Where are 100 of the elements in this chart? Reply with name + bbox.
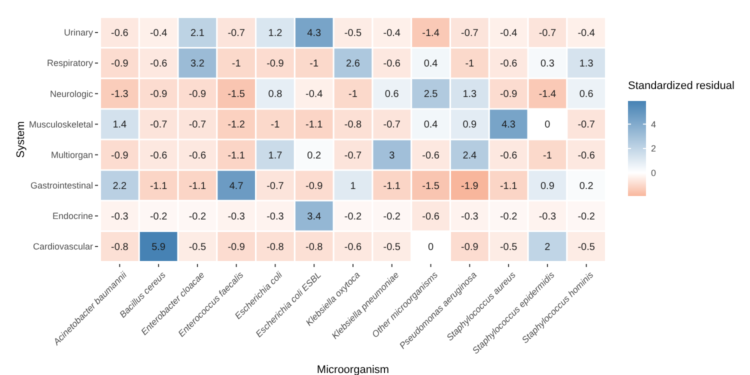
y-tick-label: Neurologic [50, 88, 94, 99]
data-label: -0.3 [538, 211, 556, 222]
data-label: -1.5 [228, 89, 246, 100]
data-label: -1 [232, 58, 242, 70]
data-label: -1.1 [188, 180, 206, 192]
data-label: -0.3 [111, 211, 129, 222]
data-label: -1.1 [305, 120, 324, 131]
data-label: 3.2 [190, 58, 205, 70]
data-label: -0.9 [461, 242, 479, 253]
data-label: -0.5 [500, 242, 518, 253]
y-tick-label: Respiratory [46, 58, 94, 68]
data-label: 1.3 [579, 58, 594, 70]
y-tick-label: Cardiovascular [32, 242, 93, 252]
data-label: -1.4 [538, 89, 556, 100]
color-bar-title: Standardized residual [628, 80, 734, 92]
data-label: -0.6 [422, 211, 440, 222]
data-label: -0.7 [461, 28, 479, 40]
x-axis-title: Microorganism [316, 364, 390, 375]
data-label: -0.6 [188, 150, 206, 162]
data-label: -0.4 [305, 89, 324, 100]
data-label: -1 [542, 150, 552, 162]
data-label: 0.4 [424, 58, 438, 70]
data-label: -0.7 [538, 28, 556, 40]
data-label: 3.4 [307, 211, 322, 222]
data-label: -0.5 [383, 242, 401, 253]
data-label: 5.9 [152, 242, 166, 253]
data-label: -0.2 [383, 211, 401, 222]
data-label: -1 [270, 120, 280, 131]
y-tick-label: Gastrointestinal [30, 180, 93, 190]
data-label: 0.4 [424, 120, 438, 131]
data-label: -0.9 [188, 89, 206, 100]
data-label: -0.9 [111, 58, 129, 70]
data-label: -0.6 [383, 58, 401, 70]
data-label: -0.4 [383, 28, 401, 40]
data-label: -1.1 [500, 180, 518, 192]
color-bar-label: 2 [651, 144, 656, 154]
data-label: -1 [310, 58, 319, 70]
data-label: -0.2 [344, 211, 362, 222]
data-label: 2.5 [424, 89, 438, 100]
data-label: -1.2 [228, 120, 246, 131]
data-label: 0 [544, 120, 551, 131]
data-label: -1 [465, 58, 475, 70]
data-label: -0.7 [578, 120, 596, 131]
data-label: -0.9 [150, 89, 168, 100]
data-label: -1 [348, 89, 358, 100]
data-label: -0.2 [150, 211, 168, 222]
data-label: -0.4 [578, 28, 596, 40]
data-label: -0.3 [461, 211, 479, 222]
data-label: -0.7 [150, 120, 168, 131]
color-bar-label: 4 [651, 119, 656, 130]
data-label: -1.5 [422, 180, 440, 192]
data-label: 0.6 [384, 89, 400, 100]
data-label: -0.2 [188, 211, 206, 222]
data-label: -0.6 [344, 242, 362, 253]
color-bar-label: 0 [651, 168, 656, 178]
y-tick-label: Urinary [64, 28, 94, 38]
data-label: 0.2 [579, 180, 594, 192]
data-label: -0.7 [266, 180, 284, 192]
y-tick-label: Multiorgan [50, 150, 93, 160]
data-label: 0.2 [307, 150, 322, 162]
data-label: 3 [389, 150, 396, 162]
data-label: -0.7 [344, 150, 362, 162]
data-label: -0.6 [150, 150, 168, 162]
data-label: -1.3 [111, 89, 129, 100]
data-label: 0.9 [462, 120, 478, 131]
data-label: -0.7 [188, 120, 206, 131]
data-label: -1.9 [461, 180, 479, 192]
data-label: -0.6 [500, 150, 518, 162]
data-label: 1 [350, 180, 356, 192]
data-label: -0.6 [111, 28, 129, 40]
data-label: -0.2 [578, 211, 596, 222]
data-label: 1.4 [112, 120, 128, 131]
data-label: -1.1 [383, 180, 401, 192]
data-label: -0.8 [344, 120, 362, 131]
y-axis-title: System [14, 121, 27, 158]
data-label: -0.9 [111, 150, 129, 162]
data-label: 2.2 [112, 180, 128, 192]
data-label: 1.2 [268, 28, 283, 40]
data-label: -0.8 [111, 242, 129, 253]
data-label: -0.5 [188, 242, 206, 253]
data-label: 4.7 [229, 180, 244, 192]
data-label: -0.6 [578, 150, 596, 162]
data-label: -0.9 [228, 242, 246, 253]
data-label: -1.1 [150, 180, 168, 192]
data-label: -0.9 [305, 180, 324, 192]
data-label: 0.6 [579, 89, 594, 100]
data-label: -0.9 [266, 58, 284, 70]
y-tick-label: Endocrine [52, 211, 93, 222]
data-label: 0 [428, 242, 434, 253]
data-label: 2.4 [462, 150, 478, 162]
data-label: -0.4 [150, 28, 168, 40]
data-label: -0.6 [422, 150, 440, 162]
data-label: -1.4 [422, 28, 440, 40]
data-label: -0.7 [228, 28, 246, 40]
data-label: -0.3 [228, 211, 246, 222]
data-label: -0.6 [150, 58, 168, 70]
data-label: 0.9 [540, 180, 555, 192]
data-label: -0.4 [500, 28, 518, 40]
data-label: -0.8 [305, 242, 324, 253]
y-tick-label: Musculoskeletal [28, 119, 93, 130]
